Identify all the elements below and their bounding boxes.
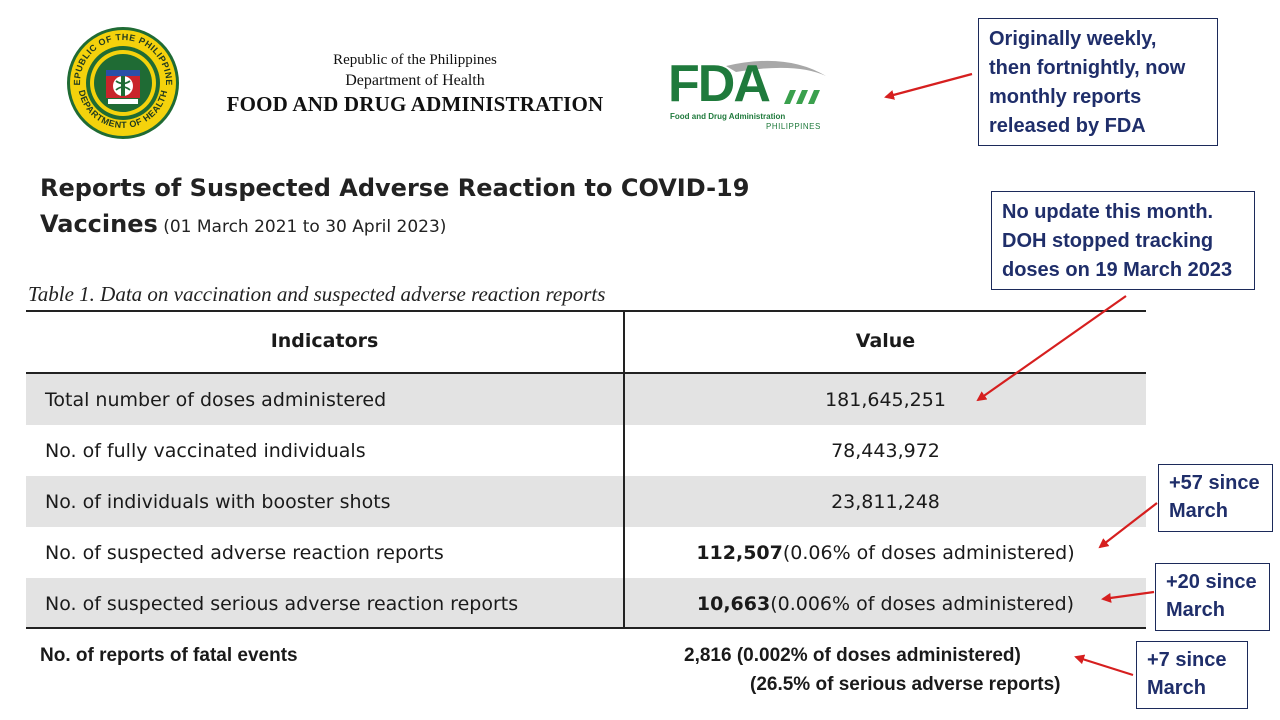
title-line2: Vaccines — [40, 210, 158, 238]
table-header-rule — [26, 372, 1146, 374]
table-column-divider — [623, 310, 625, 629]
callout-adverse-change: +57 since March — [1158, 464, 1273, 532]
callout-no-update: No update this month. DOH stopped tracki… — [991, 191, 1255, 290]
fda-wordmark: FDA — [668, 55, 771, 113]
row-indicator: No. of suspected adverse reaction report… — [45, 541, 444, 564]
fatal-events-value: 2,816 (0.002% of doses administered) — [684, 645, 1021, 666]
row-value: 112,507 (0.06% of doses administered) — [696, 541, 1075, 564]
report-title: Reports of Suspected Adverse Reaction to… — [40, 170, 749, 245]
header-republic: Republic of the Philippines — [333, 52, 497, 68]
row-indicator: Total number of doses administered — [45, 388, 387, 411]
row-value: 181,645,251 — [825, 388, 946, 411]
fda-swoosh-icon — [726, 60, 826, 104]
agency-header: Republic of the Philippines Department o… — [200, 50, 630, 117]
header-value: Value — [855, 330, 916, 352]
header-department: Department of Health — [345, 72, 485, 89]
fatal-events-share: (26.5% of serious adverse reports) — [750, 674, 1061, 695]
table-row: No. of suspected adverse reaction report… — [26, 527, 1146, 578]
row-value: 78,443,972 — [831, 439, 940, 462]
arrow-to-fatal — [1074, 654, 1134, 677]
table-bottom-rule — [26, 627, 1146, 629]
table-row: No. of individuals with booster shots 23… — [26, 476, 1146, 527]
title-line1: Reports of Suspected Adverse Reaction to… — [40, 174, 750, 202]
callout-fatal-change: +7 since March — [1136, 641, 1248, 709]
table-row: No. of suspected serious adverse reactio… — [26, 578, 1146, 629]
row-indicator: No. of fully vaccinated individuals — [45, 439, 366, 462]
doh-seal-logo: REPUBLIC OF THE PHILIPPINES DEPARTMENT O… — [66, 26, 179, 139]
callout-reporting-frequency: Originally weekly, then fortnightly, now… — [978, 18, 1218, 146]
callout-serious-change: +20 since March — [1155, 563, 1270, 631]
fda-fullname: Food and Drug Administration — [670, 112, 786, 121]
table-row: Total number of doses administered 181,6… — [26, 374, 1146, 425]
fda-country: PHILIPPINES — [766, 122, 821, 131]
header-agency: FOOD AND DRUG ADMINISTRATION — [226, 92, 604, 116]
arrow-to-fda-logo — [884, 72, 973, 100]
table-top-rule — [26, 310, 1146, 312]
title-period: (01 March 2021 to 30 April 2023) — [157, 217, 447, 237]
row-indicator: No. of suspected serious adverse reactio… — [45, 592, 519, 615]
row-value: 23,811,248 — [831, 490, 940, 513]
row-value: 10,663 (0.006% of doses administered) — [696, 592, 1075, 615]
table-header: Indicators Value — [26, 312, 1146, 372]
header-indicators: Indicators — [270, 330, 379, 352]
table-caption: Table 1. Data on vaccination and suspect… — [28, 282, 606, 306]
table-row: No. of fully vaccinated individuals 78,4… — [26, 425, 1146, 476]
fatal-events-label: No. of reports of fatal events — [40, 645, 298, 666]
fda-logo: FDA Food and Drug Administration PHILIPP… — [666, 56, 836, 134]
row-indicator: No. of individuals with booster shots — [45, 490, 391, 513]
